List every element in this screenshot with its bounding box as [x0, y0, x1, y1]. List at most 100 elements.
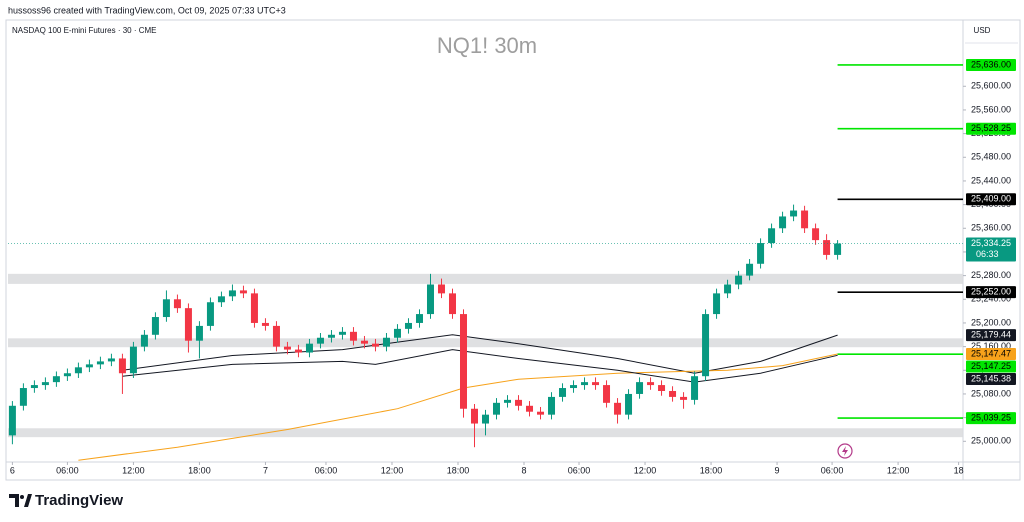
y-tick-label: 25,480.00 — [971, 152, 1011, 162]
candle-body — [360, 340, 368, 344]
y-tick-label: 25,200.00 — [971, 317, 1011, 327]
chart-frame — [5, 19, 1021, 481]
candle-body — [8, 405, 16, 436]
symbol: NASDAQ 100 E-mini Futures · 30 · CME — [12, 26, 156, 35]
candle-body — [801, 210, 809, 229]
price-label: 25,334.25 — [971, 238, 1011, 248]
candle-body — [526, 405, 534, 412]
candle-body — [52, 376, 60, 383]
candle-body — [107, 358, 115, 362]
candle-body — [239, 290, 247, 294]
price-label: 25,145.38 — [971, 373, 1011, 383]
y-tick-label: 25,160.00 — [971, 341, 1011, 351]
price-label-bg — [966, 412, 1016, 425]
candle-body — [74, 367, 82, 374]
x-tick-label: 06:00 — [56, 465, 79, 475]
candle-body — [746, 263, 754, 276]
x-tick-label: 6 — [10, 465, 15, 475]
x-tick-label: 18:00 — [188, 465, 211, 475]
candle-body — [757, 243, 765, 264]
candle-body — [493, 402, 501, 415]
candle-body — [459, 314, 467, 409]
candle-body — [658, 385, 666, 391]
logo-shape — [24, 494, 32, 507]
price-label: 25,252.00 — [971, 287, 1011, 297]
candle-body — [548, 396, 556, 415]
candle-body — [162, 299, 170, 318]
candle-body — [19, 388, 27, 406]
candle-body — [382, 337, 390, 347]
candle-body — [316, 337, 324, 344]
candle-body — [272, 325, 280, 347]
candle-body — [393, 328, 401, 338]
candle-body — [592, 382, 600, 386]
price-label: 25,528.25 — [971, 123, 1011, 133]
candle-body — [823, 240, 831, 255]
x-tick-label: 06:00 — [821, 465, 844, 475]
logo-dot — [20, 495, 24, 499]
candle-body — [768, 228, 776, 244]
y-tick-label: 25,280.00 — [971, 270, 1011, 280]
x-tick-label: 18 — [954, 465, 964, 475]
candle-body — [625, 393, 633, 415]
candle-body — [537, 411, 545, 415]
logo-shape — [9, 494, 19, 507]
candle-body — [636, 382, 644, 394]
price-label-bg — [966, 329, 1016, 342]
candle-body — [448, 293, 456, 315]
candle-body — [515, 399, 523, 406]
candle-body — [261, 322, 269, 326]
y-tick-label: 25,000.00 — [971, 436, 1011, 446]
candle-body — [713, 293, 721, 315]
candle-body — [250, 293, 258, 323]
price-label-bg — [966, 373, 1016, 386]
candle-body — [338, 331, 346, 335]
x-tick-label: 12:00 — [634, 465, 657, 475]
price-label: 25,409.00 — [971, 194, 1011, 204]
price-label: 25,147.47 — [971, 348, 1011, 358]
candle-body — [504, 399, 512, 403]
candle-body — [294, 349, 302, 353]
candle-body — [724, 284, 732, 294]
price-label-bg — [966, 360, 1016, 373]
x-tick-label: 18:00 — [700, 465, 723, 475]
price-label-bg — [966, 286, 1016, 299]
candle-body — [206, 302, 214, 326]
candle-body — [581, 382, 589, 386]
candle-body — [349, 331, 357, 341]
currency: USD — [974, 26, 991, 35]
y-tick-label: 25,240.00 — [971, 294, 1011, 304]
x-tick-label: 06:00 — [315, 465, 338, 475]
candle-body — [283, 346, 291, 350]
y-tick-label: 25,560.00 — [971, 104, 1011, 114]
candle-body — [173, 299, 181, 309]
candle-body — [63, 373, 71, 377]
x-tick-label: 18:00 — [447, 465, 470, 475]
moving-average — [122, 334, 838, 374]
moving-average — [122, 349, 838, 383]
price-label: 25,179.44 — [971, 329, 1011, 339]
candle-body — [470, 408, 478, 424]
price-label: 25,636.00 — [971, 59, 1011, 69]
candle-body — [371, 343, 379, 347]
y-tick-label: 25,080.00 — [971, 388, 1011, 398]
header: hussoss96 created with TradingView.com, … — [8, 5, 286, 15]
candle-body — [702, 314, 710, 377]
candle-body — [812, 228, 820, 241]
candle-body — [570, 385, 578, 389]
candle-body — [217, 296, 225, 303]
candle-body — [779, 216, 787, 229]
candle-body — [437, 284, 445, 294]
candle-body — [735, 275, 743, 285]
candle-body — [140, 334, 148, 347]
candle-body — [415, 314, 423, 323]
x-tick-label: 9 — [775, 465, 780, 475]
candle-body — [195, 325, 203, 341]
countdown: 06:33 — [976, 249, 999, 259]
event-icon-bolt — [842, 446, 848, 456]
candle-body — [228, 290, 236, 297]
candle-body — [327, 334, 335, 338]
y-tick-label: 25,600.00 — [971, 81, 1011, 91]
candle-body — [790, 210, 798, 217]
